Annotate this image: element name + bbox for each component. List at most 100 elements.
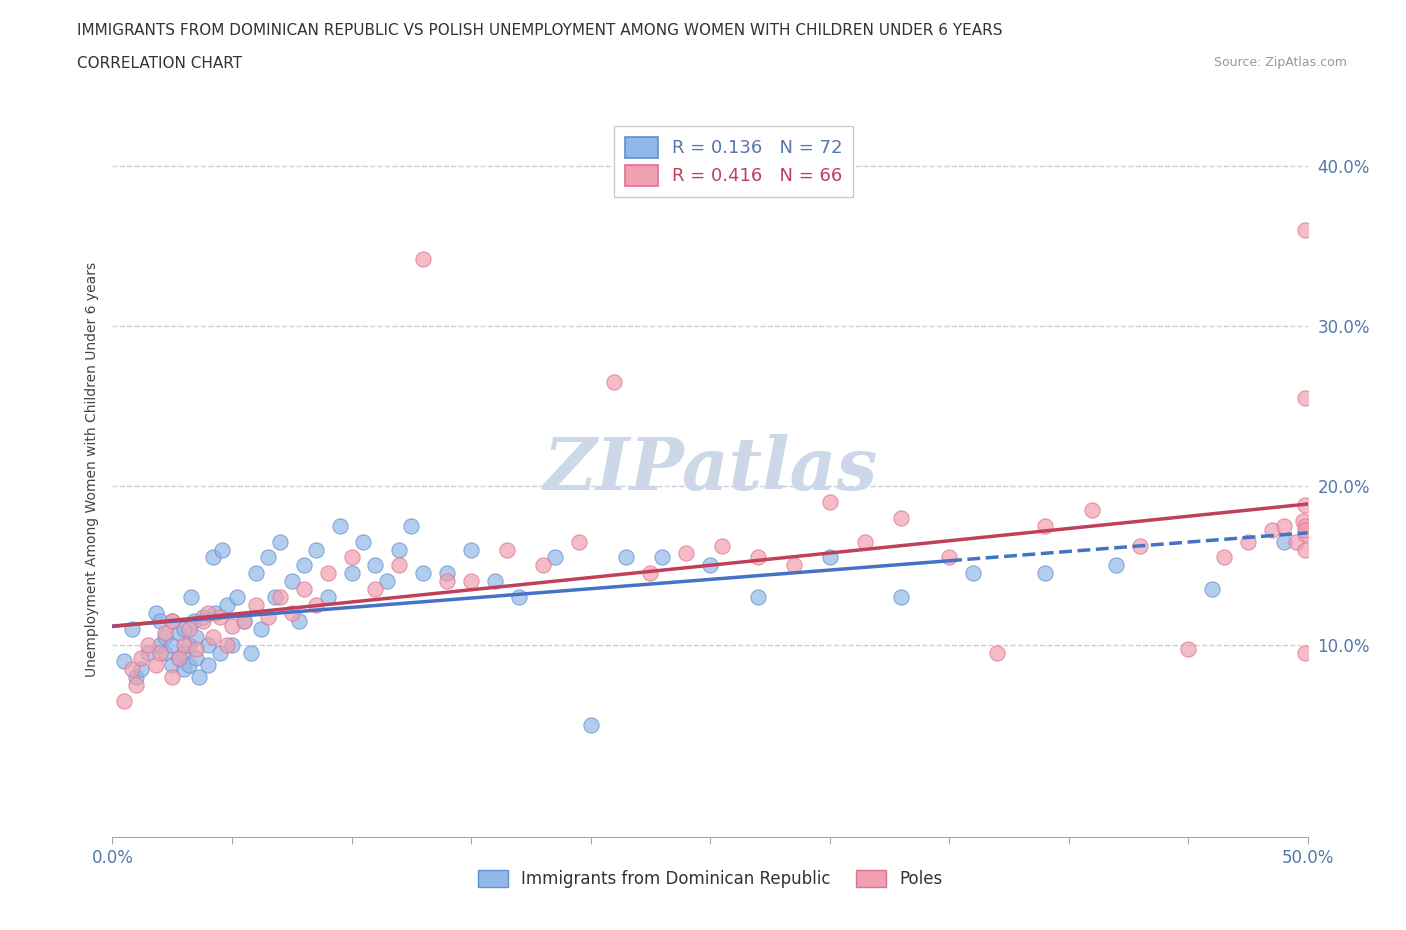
Point xyxy=(149,614,172,629)
Point xyxy=(340,550,363,565)
Point xyxy=(288,614,311,629)
Point xyxy=(173,646,195,661)
Point xyxy=(388,542,411,557)
Point xyxy=(1129,538,1152,553)
Point xyxy=(938,550,960,565)
Point xyxy=(197,658,219,672)
Point xyxy=(1261,523,1284,538)
Point xyxy=(292,558,315,573)
Point xyxy=(579,718,602,733)
Point xyxy=(1105,558,1128,573)
Point xyxy=(1213,550,1236,565)
Point xyxy=(204,606,226,621)
Point xyxy=(201,550,224,565)
Point xyxy=(890,511,912,525)
Point xyxy=(145,658,167,672)
Point xyxy=(986,646,1008,661)
Point xyxy=(221,638,243,653)
Point xyxy=(364,582,387,597)
Point xyxy=(162,658,183,672)
Point xyxy=(162,670,183,684)
Point xyxy=(129,651,152,666)
Point xyxy=(1285,534,1308,549)
Point xyxy=(162,614,183,629)
Point xyxy=(1294,518,1316,533)
Point xyxy=(305,542,328,557)
Point xyxy=(855,534,877,549)
Point xyxy=(162,638,183,653)
Point xyxy=(114,654,135,669)
Point xyxy=(245,598,267,613)
Point xyxy=(531,558,554,573)
Text: CORRELATION CHART: CORRELATION CHART xyxy=(77,56,242,71)
Point xyxy=(651,550,673,565)
Point xyxy=(460,542,482,557)
Point xyxy=(145,606,167,621)
Point xyxy=(138,638,160,653)
Text: Source: ZipAtlas.com: Source: ZipAtlas.com xyxy=(1213,56,1347,69)
Point xyxy=(169,651,191,666)
Point xyxy=(162,614,183,629)
Point xyxy=(747,590,769,604)
Point xyxy=(412,566,434,581)
Point xyxy=(364,558,387,573)
Point xyxy=(257,550,280,565)
Point xyxy=(818,550,841,565)
Point xyxy=(173,662,195,677)
Point xyxy=(305,598,328,613)
Point xyxy=(508,590,530,604)
Point xyxy=(269,534,291,549)
Point xyxy=(711,538,734,553)
Point xyxy=(890,590,912,604)
Point xyxy=(1292,513,1315,528)
Point xyxy=(1294,222,1316,237)
Point xyxy=(388,558,411,573)
Point xyxy=(221,618,243,633)
Point xyxy=(1294,498,1316,512)
Y-axis label: Unemployment Among Women with Children Under 6 years: Unemployment Among Women with Children U… xyxy=(84,262,98,677)
Point xyxy=(640,566,662,581)
Point xyxy=(153,625,176,640)
Point xyxy=(125,678,148,693)
Point xyxy=(149,638,172,653)
Point xyxy=(1294,646,1316,661)
Legend: Immigrants from Dominican Republic, Poles: Immigrants from Dominican Republic, Pole… xyxy=(471,863,949,895)
Point xyxy=(675,545,697,560)
Point xyxy=(568,534,591,549)
Point xyxy=(1294,523,1316,538)
Point xyxy=(177,622,200,637)
Point xyxy=(699,558,721,573)
Point xyxy=(316,590,339,604)
Point xyxy=(211,542,233,557)
Point xyxy=(1033,518,1056,533)
Point xyxy=(603,375,626,390)
Point xyxy=(1272,518,1295,533)
Point xyxy=(401,518,423,533)
Point xyxy=(316,566,339,581)
Point xyxy=(782,558,804,573)
Point xyxy=(436,574,458,589)
Point xyxy=(177,658,200,672)
Point xyxy=(1081,502,1104,517)
Point xyxy=(377,574,399,589)
Point xyxy=(209,609,232,624)
Point xyxy=(209,646,232,661)
Point xyxy=(169,625,191,640)
Point xyxy=(225,590,247,604)
Point xyxy=(121,622,143,637)
Point xyxy=(149,646,172,661)
Point xyxy=(484,574,506,589)
Point xyxy=(153,646,176,661)
Point xyxy=(233,614,256,629)
Point xyxy=(129,662,152,677)
Point xyxy=(1294,526,1316,541)
Point xyxy=(125,670,148,684)
Point xyxy=(352,534,374,549)
Point xyxy=(1294,542,1316,557)
Point xyxy=(249,622,271,637)
Point xyxy=(245,566,267,581)
Text: IMMIGRANTS FROM DOMINICAN REPUBLIC VS POLISH UNEMPLOYMENT AMONG WOMEN WITH CHILD: IMMIGRANTS FROM DOMINICAN REPUBLIC VS PO… xyxy=(77,23,1002,38)
Point xyxy=(233,614,256,629)
Point xyxy=(1033,566,1056,581)
Point xyxy=(1237,534,1260,549)
